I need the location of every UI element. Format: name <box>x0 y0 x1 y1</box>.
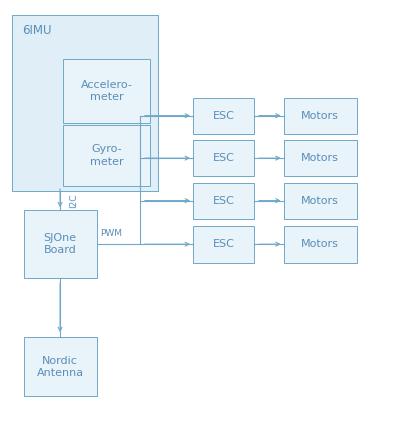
Text: SJOne
Board: SJOne Board <box>43 233 77 255</box>
FancyBboxPatch shape <box>284 183 357 219</box>
Text: ESC: ESC <box>213 196 234 205</box>
Text: Motors: Motors <box>301 153 339 163</box>
FancyBboxPatch shape <box>193 140 254 176</box>
FancyBboxPatch shape <box>24 337 97 396</box>
Text: ESC: ESC <box>213 153 234 163</box>
FancyBboxPatch shape <box>63 59 150 123</box>
FancyBboxPatch shape <box>284 140 357 176</box>
FancyBboxPatch shape <box>12 15 158 191</box>
Text: Motors: Motors <box>301 111 339 120</box>
Text: I2C: I2C <box>69 193 78 208</box>
FancyBboxPatch shape <box>193 98 254 134</box>
FancyBboxPatch shape <box>193 226 254 263</box>
FancyBboxPatch shape <box>284 226 357 263</box>
FancyBboxPatch shape <box>193 183 254 219</box>
Text: ESC: ESC <box>213 111 234 120</box>
Text: Gyro-
meter: Gyro- meter <box>89 144 123 167</box>
Text: Motors: Motors <box>301 196 339 205</box>
Text: Accelero-
meter: Accelero- meter <box>80 80 132 102</box>
Text: 6IMU: 6IMU <box>22 24 51 37</box>
Text: ESC: ESC <box>213 239 234 249</box>
FancyBboxPatch shape <box>24 210 97 278</box>
Text: Nordic
Antenna: Nordic Antenna <box>37 356 84 378</box>
Text: PWM: PWM <box>100 229 123 237</box>
FancyBboxPatch shape <box>63 125 150 186</box>
Text: Motors: Motors <box>301 239 339 249</box>
FancyBboxPatch shape <box>284 98 357 134</box>
